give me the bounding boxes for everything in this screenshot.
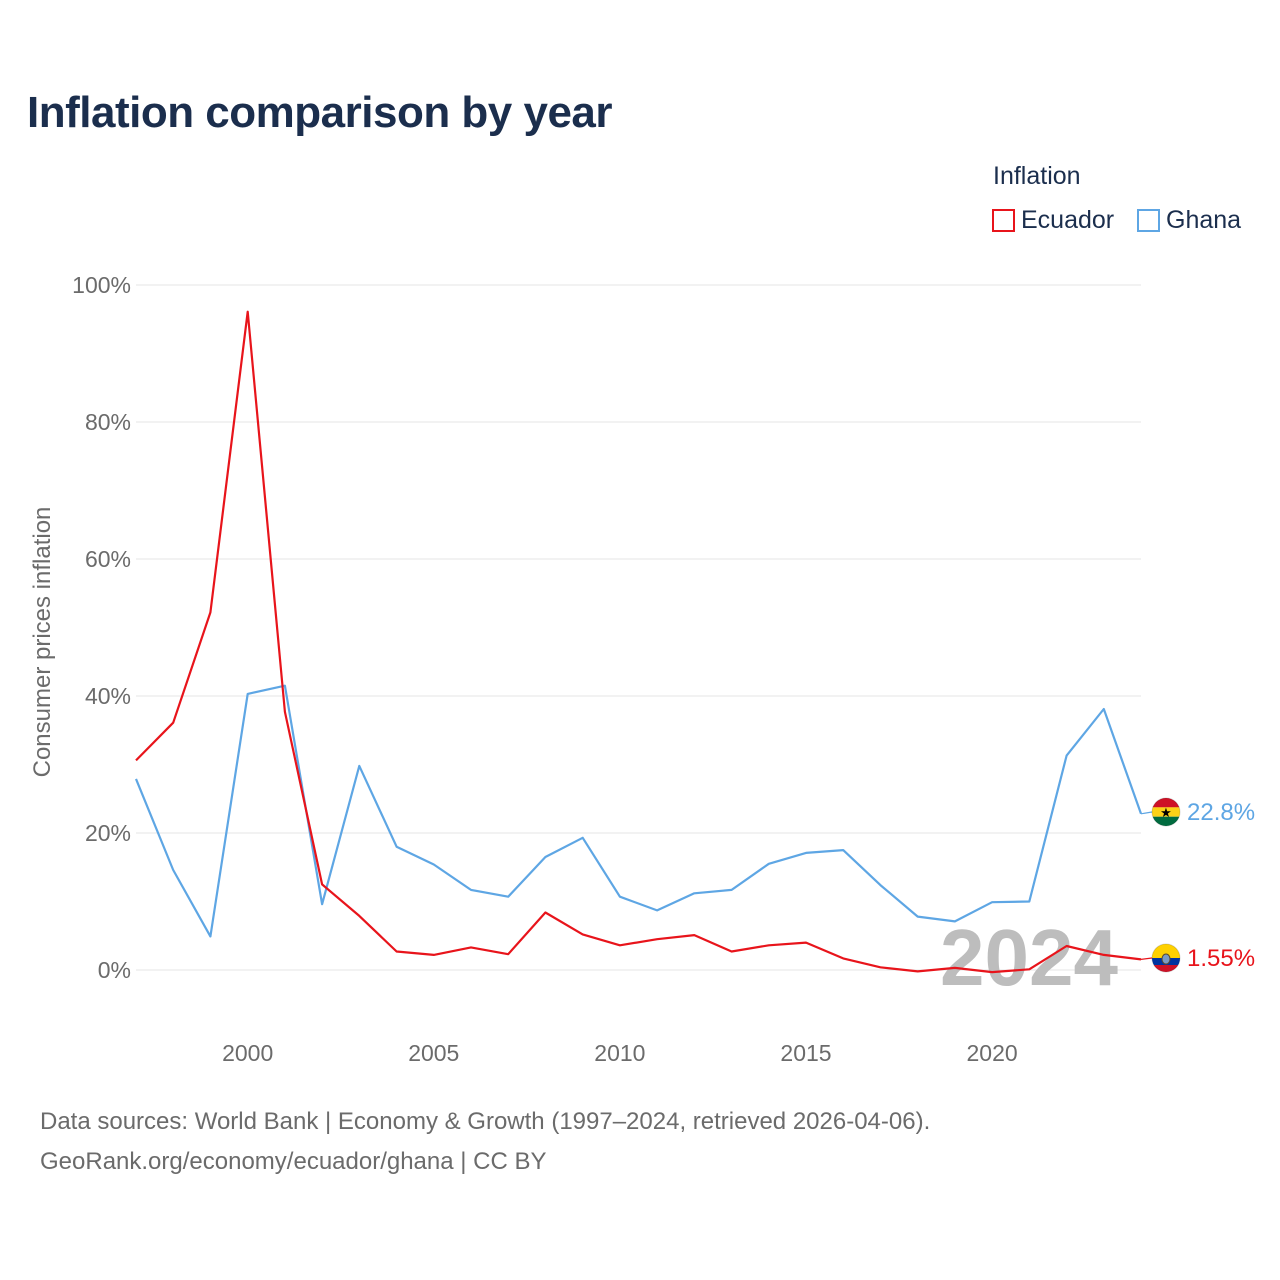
- y-tick-label: 80%: [85, 409, 131, 435]
- svg-text:★: ★: [1160, 806, 1172, 821]
- year-watermark: 2024: [940, 913, 1118, 1002]
- y-tick-label: 60%: [85, 546, 131, 572]
- legend-label-ecuador: Ecuador: [1021, 205, 1115, 234]
- end-label-ghana: 22.8%: [1187, 799, 1255, 826]
- y-tick-labels: 0% 20% 40% 60% 80% 100%: [72, 272, 131, 983]
- series-lines: [134, 310, 1143, 974]
- chart-title: Inflation comparison by year: [27, 88, 613, 137]
- y-axis-label: Consumer prices inflation: [29, 507, 56, 778]
- x-tick-label: 2000: [222, 1040, 273, 1066]
- ghana-flag-icon: ★: [1151, 797, 1181, 827]
- y-tick-label: 20%: [85, 820, 131, 846]
- source-text: Data sources: World Bank | Economy & Gro…: [40, 1108, 931, 1135]
- legend-title: Inflation: [993, 162, 1081, 190]
- legend-swatch-ecuador: [992, 208, 1015, 232]
- legend-swatch-ghana: [1137, 208, 1160, 232]
- ecuador-flag-icon: [1151, 943, 1181, 973]
- series-line-ecuador[interactable]: [135, 310, 1142, 974]
- y-tick-label: 40%: [85, 683, 131, 709]
- line-chart: 0%20%40%60%80%100% 2000 2005 2010 2015 2020 …: [29, 272, 1255, 1066]
- x-tick-label: 2020: [967, 1040, 1018, 1066]
- legend-item-ghana[interactable]: Ghana: [1137, 205, 1241, 235]
- x-tick-labels: 2000 2005 2010 2015 2020: [222, 1040, 1018, 1066]
- legend-item-ecuador[interactable]: Ecuador: [992, 205, 1114, 235]
- x-tick-label: 2015: [780, 1040, 831, 1066]
- x-tick-label: 2005: [408, 1040, 459, 1066]
- grid-lines: [136, 284, 1141, 971]
- end-labels: 1.55% ★ 22.8%: [1140, 797, 1255, 973]
- y-tick-label: 0%: [98, 957, 131, 983]
- end-label-ecuador: 1.55%: [1187, 945, 1255, 972]
- source-link[interactable]: GeoRank.org/economy/ecuador/ghana | CC B…: [40, 1148, 547, 1175]
- end-connector: [1140, 957, 1153, 960]
- y-tick-label: 100%: [72, 272, 131, 298]
- x-tick-label: 2010: [594, 1040, 645, 1066]
- end-connector: [1140, 811, 1153, 815]
- legend-label-ghana: Ghana: [1166, 205, 1242, 234]
